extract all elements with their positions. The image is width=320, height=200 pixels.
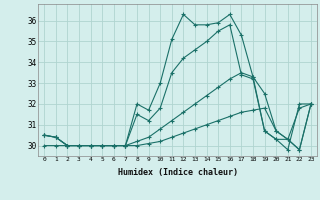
X-axis label: Humidex (Indice chaleur): Humidex (Indice chaleur) <box>118 168 238 177</box>
